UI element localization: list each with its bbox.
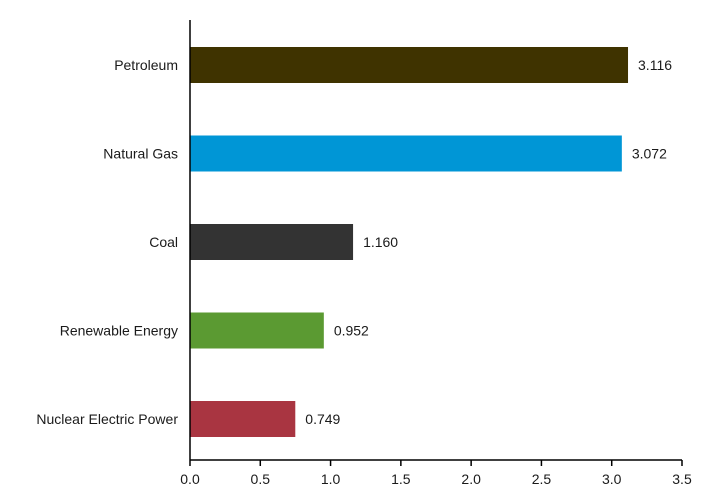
category-label: Natural Gas	[103, 146, 178, 162]
axes	[189, 20, 682, 461]
x-tick-label: 3.5	[672, 471, 692, 487]
x-tick-label: 1.0	[321, 471, 341, 487]
category-label: Renewable Energy	[60, 323, 178, 339]
x-tick-label: 1.5	[391, 471, 411, 487]
category-label: Petroleum	[114, 57, 178, 73]
data-label: 1.160	[363, 234, 398, 250]
x-tick-label: 0.5	[251, 471, 271, 487]
data-label: 0.952	[334, 323, 369, 339]
category-label: Nuclear Electric Power	[36, 411, 178, 427]
bar-coal	[190, 224, 354, 260]
bar-nuclear-electric-power	[190, 401, 296, 437]
data-label: 0.749	[305, 411, 340, 427]
data-label: 3.116	[638, 57, 672, 73]
x-tick-label: 3.0	[602, 471, 622, 487]
bar-renewable-energy	[190, 312, 324, 349]
x-tick-label: 2.5	[532, 471, 552, 487]
category-label: Coal	[149, 234, 178, 250]
data-label: 3.072	[632, 146, 667, 162]
bars	[190, 47, 629, 437]
x-axis-ticks: 0.0 0.5 1.0 1.5 2.0 2.5 3.0 3.5	[180, 460, 692, 487]
labels: Petroleum 3.116 Natural Gas 3.072 Coal 1.160 R…	[36, 57, 672, 427]
bar-petroleum	[190, 47, 629, 83]
bar-natural-gas	[190, 135, 622, 172]
x-tick-label: 2.0	[461, 471, 481, 487]
x-tick-label: 0.0	[180, 471, 200, 487]
